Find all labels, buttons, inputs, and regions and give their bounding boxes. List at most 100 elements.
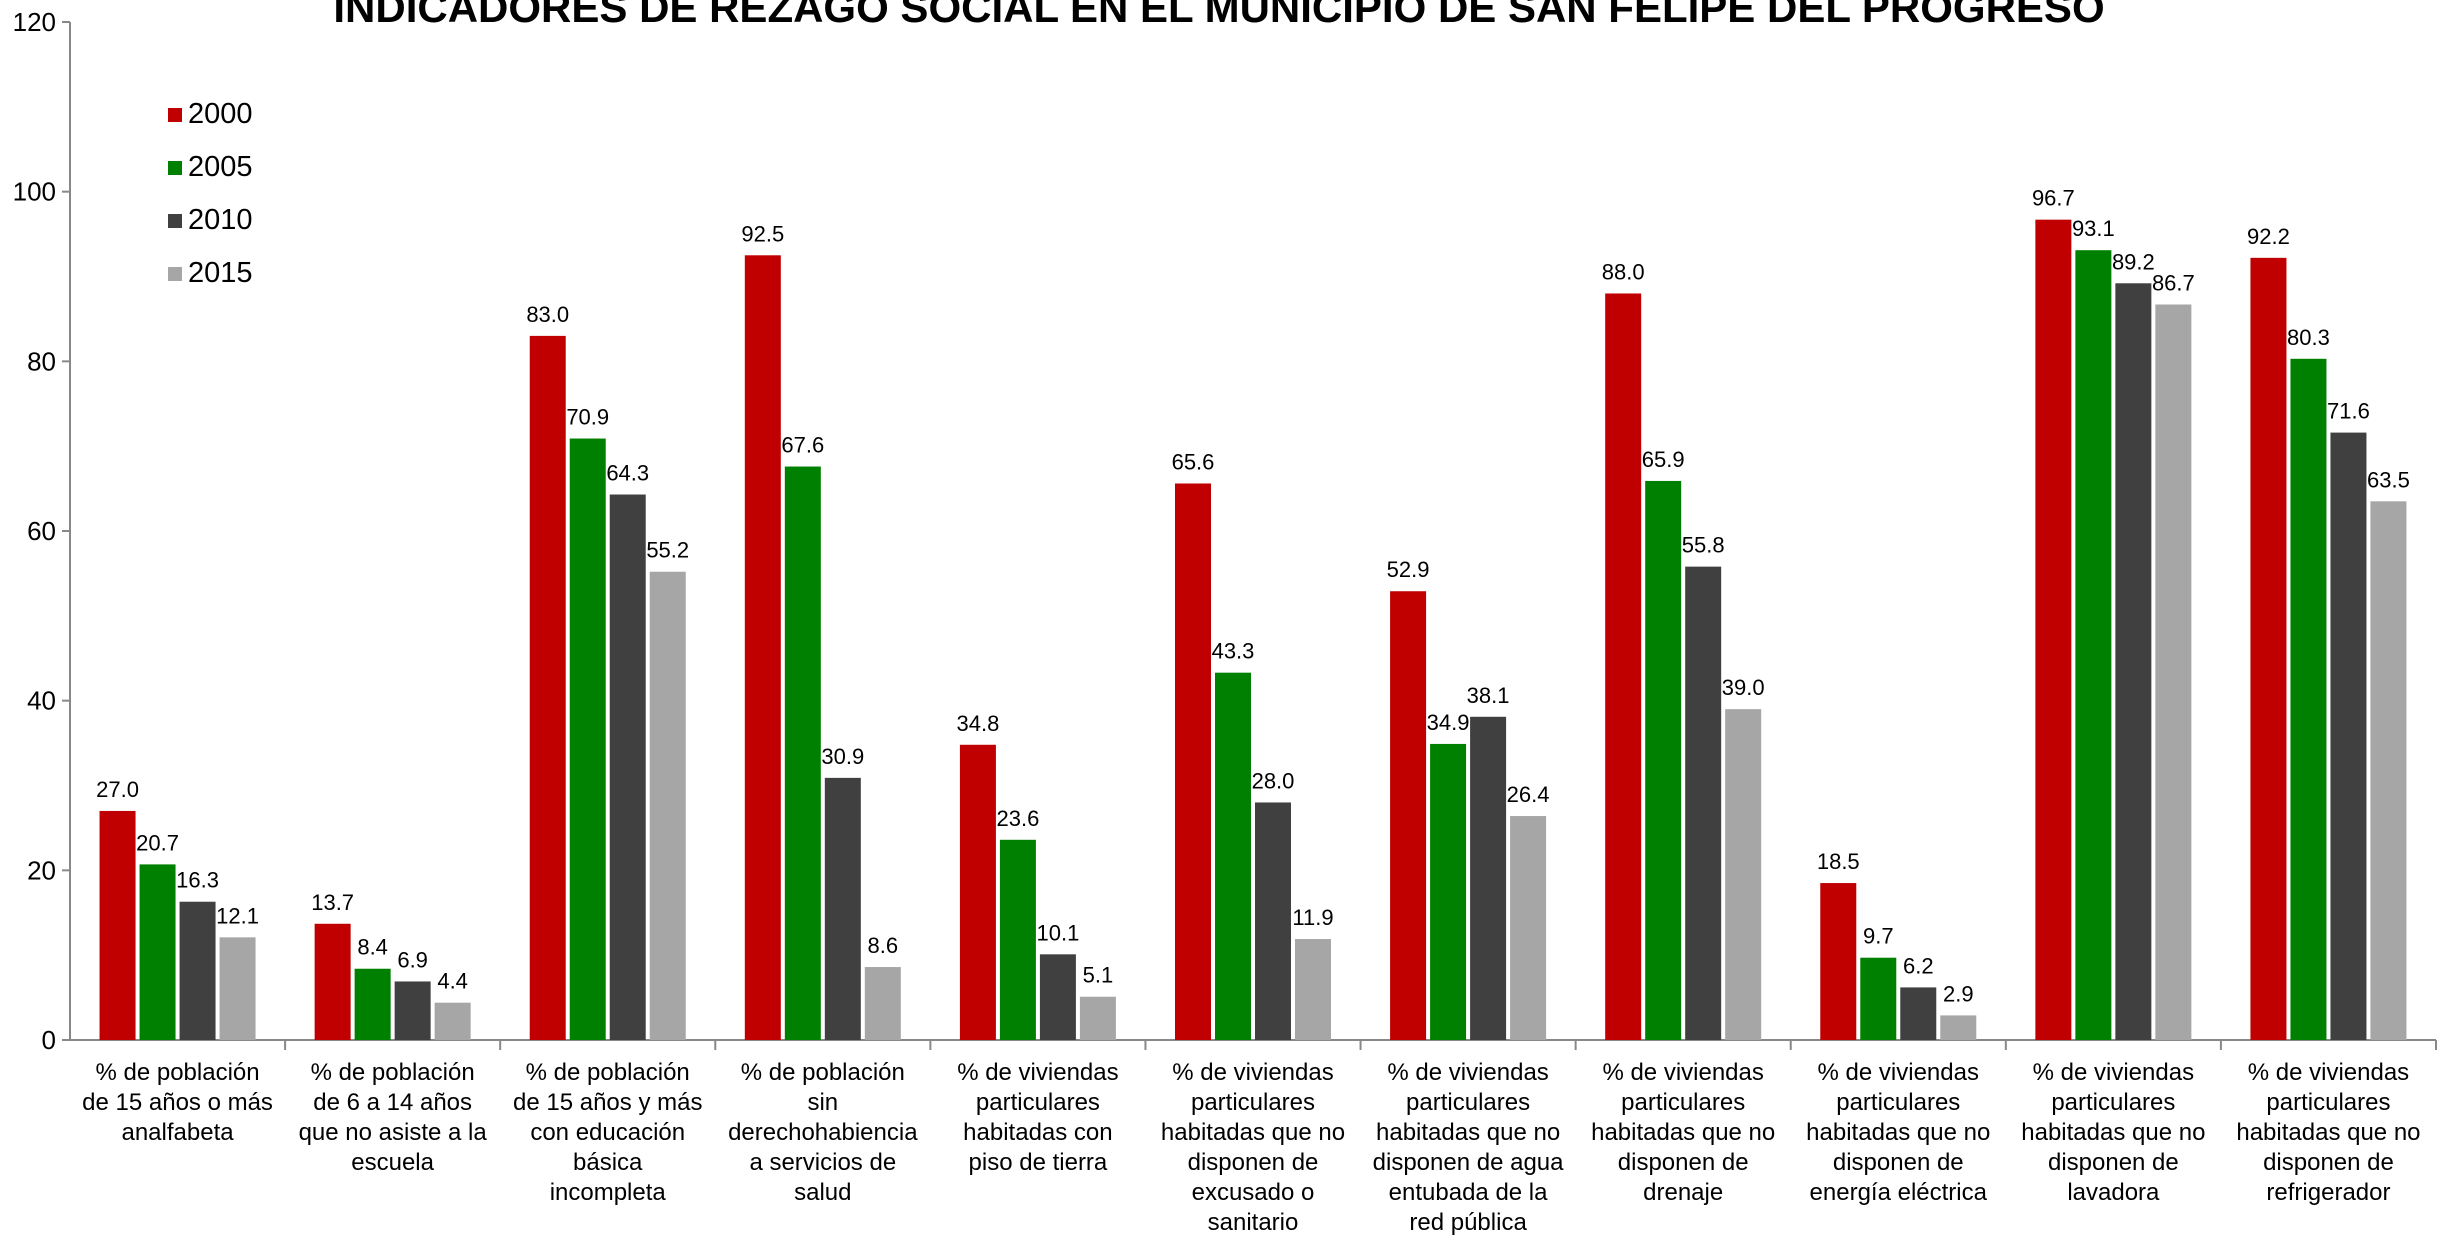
data-label: 8.4	[357, 935, 388, 960]
data-label: 65.6	[1172, 449, 1215, 474]
data-label: 4.4	[437, 969, 468, 994]
bar	[1175, 483, 1211, 1040]
category-labels: % de población de 15 años o más analfabeta…	[82, 1059, 2420, 1236]
y-tick-label: 40	[27, 686, 56, 716]
category-label: % de viviendas particulares habitadas con p…	[957, 1059, 1118, 1176]
data-label: 80.3	[2287, 325, 2330, 350]
data-label: 63.5	[2367, 467, 2410, 492]
data-label: 65.9	[1642, 447, 1685, 472]
data-label: 88.0	[1602, 259, 1645, 284]
bar	[314, 923, 351, 1040]
bar	[1079, 996, 1116, 1040]
data-labels: 27.0 20.7 16.3 12.1 13.78.4 6.9 4.4 83.0 70.9 64.…	[96, 186, 2410, 1007]
data-label: 38.1	[1467, 683, 1510, 708]
bar	[959, 744, 996, 1040]
category-label: % de viviendas particulares habitadas que …	[1161, 1059, 1345, 1236]
bar	[864, 967, 901, 1040]
bar	[2250, 257, 2287, 1040]
bar	[1605, 293, 1642, 1040]
data-label: 86.7	[2152, 270, 2195, 295]
data-label: 43.3	[1212, 639, 1255, 664]
bar	[1725, 709, 1762, 1040]
bar	[1390, 591, 1427, 1040]
data-label: 52.9	[1387, 557, 1430, 582]
data-label: 28.0	[1252, 768, 1295, 793]
data-label: 83.0	[526, 302, 569, 327]
data-label: 34.8	[956, 711, 999, 736]
legend-swatch	[168, 214, 182, 228]
data-label: 8.6	[868, 933, 899, 958]
bar	[139, 864, 176, 1040]
category-label: % de viviendas particulares habitadas que …	[2021, 1059, 2205, 1206]
data-label: 55.8	[1682, 533, 1725, 558]
legend-swatch	[168, 108, 182, 122]
bar	[1470, 716, 1507, 1040]
category-label: % de viviendas particulares habitadas que …	[1373, 1059, 1564, 1236]
bar	[2330, 432, 2367, 1040]
data-label: 89.2	[2112, 249, 2155, 274]
data-label: 9.7	[1863, 924, 1894, 949]
y-tick-label: 60	[27, 516, 56, 546]
bar	[219, 937, 256, 1040]
data-label: 30.9	[821, 744, 864, 769]
legend-label: 2000	[188, 98, 253, 130]
bar	[1685, 566, 1722, 1040]
data-label: 16.3	[176, 868, 219, 893]
bar	[394, 981, 431, 1040]
data-label: 11.9	[1292, 905, 1333, 930]
data-label: 34.9	[1427, 710, 1470, 735]
bar	[1860, 957, 1897, 1040]
category-label: % de población de 15 años o más analfabeta	[82, 1059, 273, 1146]
legend: 2000 2005 2010 2015	[168, 98, 253, 289]
bar	[999, 839, 1036, 1040]
data-label: 6.2	[1903, 953, 1934, 978]
bar	[2370, 501, 2407, 1040]
bar	[99, 810, 136, 1040]
bar	[354, 968, 391, 1040]
data-label: 39.0	[1722, 675, 1765, 700]
data-label: 26.4	[1507, 782, 1550, 807]
bar	[1295, 939, 1331, 1040]
data-label: 71.6	[2327, 399, 2370, 424]
category-label: % de población de 6 a 14 años que no asist…	[299, 1059, 488, 1176]
legend-swatch	[168, 161, 182, 175]
category-label: % de población de 15 años y más con educac…	[513, 1059, 702, 1206]
bar	[1430, 743, 1467, 1040]
data-label: 92.2	[2247, 224, 2290, 249]
data-label: 5.1	[1083, 963, 1114, 988]
bar	[2155, 304, 2192, 1040]
bar	[1510, 816, 1547, 1040]
y-tick-label: 120	[13, 7, 56, 37]
bar	[1039, 954, 1076, 1040]
bar	[2115, 283, 2152, 1041]
bar	[2075, 250, 2112, 1040]
data-label: 55.2	[646, 538, 689, 563]
bar	[784, 466, 821, 1040]
category-label: % de viviendas particulares habitadas que …	[1806, 1059, 1990, 1206]
bar	[1820, 883, 1857, 1040]
data-label: 96.7	[2032, 186, 2075, 211]
bar	[744, 255, 781, 1040]
y-tick-label: 0	[42, 1025, 56, 1055]
data-label: 64.3	[606, 461, 649, 486]
bar	[649, 571, 686, 1040]
bars	[99, 219, 2407, 1041]
data-label: 67.6	[781, 433, 824, 458]
bar	[1940, 1015, 1977, 1040]
category-label: % de viviendas particulares habitadas que …	[2236, 1059, 2420, 1206]
data-label: 18.5	[1817, 849, 1860, 874]
y-tick-label: 80	[27, 346, 56, 376]
data-label: 70.9	[566, 405, 609, 430]
data-label: 12.1	[216, 903, 259, 928]
bar	[2035, 219, 2072, 1040]
data-label: 27.0	[96, 777, 139, 802]
bar	[824, 777, 861, 1040]
bar	[569, 438, 606, 1040]
data-label: 2.9	[1943, 981, 1974, 1006]
data-label: 92.5	[741, 221, 784, 246]
data-label: 23.6	[996, 806, 1039, 831]
bar	[1255, 802, 1291, 1040]
category-label: % de viviendas particulares habitadas que …	[1591, 1059, 1775, 1206]
bar	[1900, 987, 1937, 1040]
